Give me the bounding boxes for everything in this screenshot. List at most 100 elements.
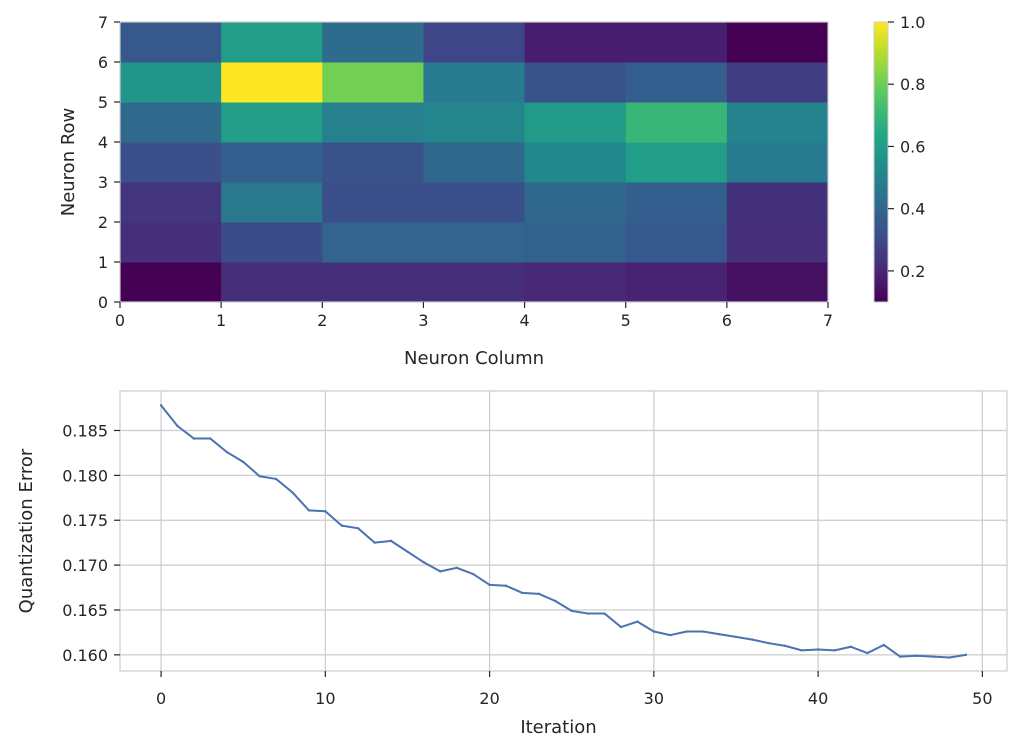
heatmap-cell (524, 222, 627, 263)
heatmap-cell (322, 222, 424, 263)
heatmap-y-axis-label: Neuron Row (58, 108, 79, 217)
line-data-point (176, 424, 179, 428)
heatmap-cell (423, 222, 526, 263)
line-data-point (159, 404, 163, 407)
heatmap-y-tick-label: 3 (98, 173, 108, 192)
heatmap-cell (120, 102, 222, 143)
line-data-point (241, 460, 245, 464)
line-data-point (586, 612, 590, 615)
line-data-point (521, 591, 524, 595)
heatmap-cell (726, 182, 829, 223)
heatmap-cell (423, 182, 526, 223)
heatmap-cell (120, 262, 222, 303)
line-x-tick-label: 50 (972, 689, 992, 708)
line-x-tick-label: 20 (479, 689, 499, 708)
line-data-point (373, 541, 376, 544)
heatmap-x-axis-label: Neuron Column (404, 348, 544, 369)
line-data-point (291, 491, 294, 494)
heatmap-cell (524, 142, 627, 183)
heatmap-cell (322, 262, 424, 303)
line-data-point (800, 649, 803, 652)
colorbar-tick-label: 0.8 (900, 75, 925, 94)
heatmap-cell (221, 182, 323, 223)
line-data-point (915, 654, 918, 657)
heatmap-cell (221, 142, 323, 183)
heatmap-frame (119, 21, 829, 303)
line-data-point (718, 633, 721, 636)
heatmap-panel: 0 1 2 3 4 5 6 7 0 1 2 3 4 5 6 7 Neuron Column Neuron R… (58, 13, 833, 369)
line-panel: 0 10 20 30 40 50 0.1600.1650.1700.1750.1800.1… (16, 390, 1008, 738)
line-data-point (816, 648, 820, 651)
heatmap-cell (120, 22, 222, 63)
heatmap-cell (524, 262, 627, 303)
line-x-axis-label: Iteration (520, 717, 596, 738)
line-data-point (734, 635, 738, 639)
heatmap-cell (120, 62, 222, 103)
heatmap-cell (221, 62, 323, 103)
line-data-point (899, 655, 902, 658)
line-data-point (324, 510, 327, 513)
heatmap-cell (625, 182, 728, 223)
heatmap-cell (524, 22, 627, 63)
line-data-point (701, 630, 705, 633)
heatmap-y-tick-label: 0 (98, 293, 108, 312)
heatmap-cell (423, 62, 526, 103)
line-data-point (964, 653, 968, 657)
line-data-point (603, 612, 606, 615)
line-data-point (833, 649, 836, 652)
line-data-point (406, 550, 409, 553)
heatmap-cell (625, 142, 728, 183)
heatmap-cell (221, 22, 323, 63)
line-data-point (652, 630, 656, 633)
line-data-point (488, 583, 491, 587)
heatmap-cell (625, 262, 728, 303)
heatmap-cell (625, 62, 728, 103)
colorbar-tick-label: 0.4 (900, 200, 925, 219)
heatmap-cell (625, 102, 728, 143)
line-x-tick-label: 40 (808, 689, 828, 708)
heatmap-cell (322, 142, 424, 183)
line-y-tick-label: 0.160 (62, 646, 108, 665)
line-data-point (751, 638, 754, 641)
heatmap-cell (221, 262, 323, 303)
heatmap-x-axis: 0 1 2 3 4 5 6 7 (115, 302, 833, 330)
line-y-tick-label: 0.175 (62, 511, 108, 530)
line-data-point (389, 539, 393, 543)
line-data-point (570, 609, 573, 613)
line-data-point (307, 509, 311, 512)
heatmap-cell (322, 22, 424, 63)
heatmap-cell (524, 182, 627, 223)
line-y-axis: 0.160 0.165 0.170 0.175 0.180 0.185 (62, 421, 120, 665)
heatmap-cell (726, 102, 829, 143)
heatmap-y-tick-label: 4 (98, 133, 108, 152)
heatmap-x-tick-label: 4 (519, 311, 529, 330)
line-y-tick-label: 0.180 (62, 466, 108, 485)
heatmap-cell (120, 222, 222, 263)
heatmap-cells (120, 22, 829, 303)
heatmap-cell (423, 262, 526, 303)
line-data-point (471, 572, 475, 576)
heatmap-cell (726, 62, 829, 103)
line-data-point (866, 651, 869, 655)
colorbar: 0.2 0.4 0.6 0.8 1.0 (873, 13, 925, 303)
heatmap-x-tick-label: 2 (317, 311, 327, 330)
line-data-point (225, 450, 228, 454)
heatmap-x-tick-label: 5 (621, 311, 631, 330)
line-data-point (685, 630, 688, 633)
heatmap-x-tick-label: 0 (115, 311, 125, 330)
line-data-point (948, 656, 951, 659)
line-data-point (669, 633, 672, 637)
line-data-point (504, 584, 508, 587)
line-data-point (784, 644, 787, 648)
line-data-point (537, 592, 541, 596)
colorbar-tick-label: 0.2 (900, 262, 925, 281)
heatmap-y-tick-label: 1 (98, 253, 108, 272)
line-data-point (258, 475, 261, 478)
heatmap-y-tick-label: 7 (98, 13, 108, 32)
heatmap-y-tick-label: 5 (98, 93, 108, 112)
heatmap-y-tick-label: 2 (98, 213, 108, 232)
line-x-axis: 0 10 20 30 40 50 (156, 671, 993, 708)
line-y-tick-label: 0.170 (62, 556, 108, 575)
heatmap-cell (726, 222, 829, 263)
